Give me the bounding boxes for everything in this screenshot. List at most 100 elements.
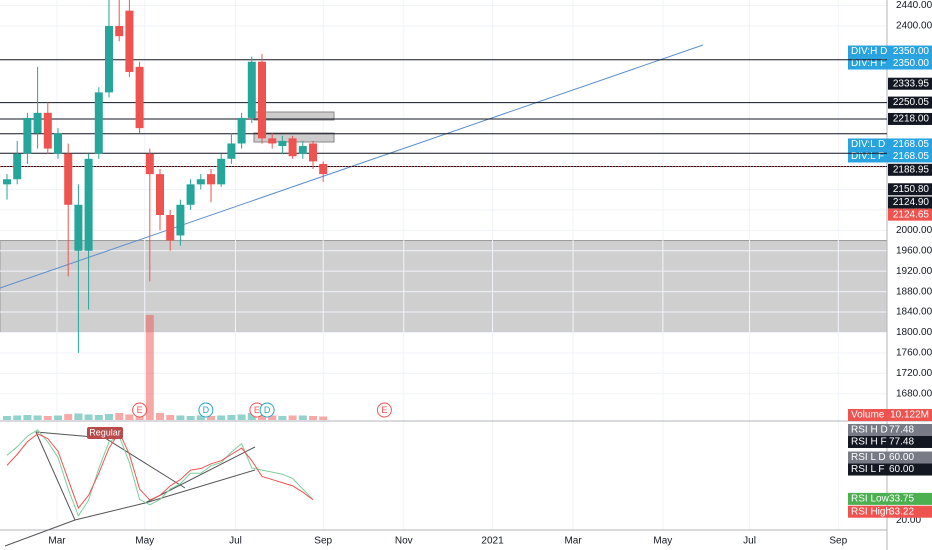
event-marker	[259, 402, 275, 418]
candle-body	[105, 25, 113, 93]
volume-bar	[247, 413, 256, 420]
y-tick-label: 1880.00	[896, 286, 932, 297]
volume-bar	[268, 415, 277, 420]
volume-bar	[74, 413, 83, 420]
price-tag	[888, 77, 932, 90]
candle-body	[125, 10, 134, 72]
event-label: D	[203, 405, 210, 415]
rsi-tag	[848, 492, 932, 505]
tag-name: RSI H F	[851, 437, 887, 448]
y-tick-label: 1960.00	[896, 245, 932, 256]
tag-value: 33.75	[889, 494, 914, 505]
tag-name: RSI L D	[851, 452, 886, 463]
candle-body	[278, 140, 287, 147]
y-tick-label: 1720.00	[896, 368, 932, 379]
event-marker	[198, 402, 214, 418]
tag-name: DIV:H D	[851, 46, 887, 57]
candle-body	[33, 112, 42, 134]
rsi-tick-label: 20.00	[896, 515, 921, 526]
candle-body	[319, 163, 328, 175]
y-tick-label: 1840.00	[896, 307, 932, 318]
candle-body	[227, 143, 236, 159]
volume-bar	[125, 414, 134, 420]
volume-bar	[105, 414, 113, 420]
candle-body	[247, 61, 256, 118]
y-tick-label: 1800.00	[896, 327, 932, 338]
annotation-box	[87, 427, 123, 439]
candle-body	[135, 66, 144, 129]
annotation: Regular	[89, 427, 121, 437]
divergence	[35, 431, 76, 521]
candle-body	[237, 117, 246, 144]
candle-body	[23, 117, 32, 154]
tag-value: 10.122M	[890, 410, 929, 421]
candle-body	[196, 179, 205, 185]
grid	[0, 0, 888, 530]
x-tick-label: Jul	[743, 536, 756, 547]
x-tick-label: Sep	[829, 536, 847, 547]
candle-body	[186, 184, 195, 205]
candle-body	[268, 138, 277, 144]
tag-value: 2350.00	[893, 46, 930, 57]
tag-value: 77.48	[889, 437, 914, 448]
x-tick-label: May	[135, 536, 154, 547]
tag-value: 33.22	[889, 506, 914, 517]
tag-name: RSI Low	[851, 494, 890, 505]
volume-bar	[319, 416, 328, 420]
event-label: E	[254, 405, 260, 415]
tag-value: 2124.65	[893, 209, 930, 220]
volume-bar	[23, 415, 32, 420]
tag-name: DIV:L D	[851, 139, 885, 150]
tag-name: Volume	[851, 410, 885, 421]
tag-value: 2168.05	[893, 151, 930, 162]
y-tick-label: 1760.00	[896, 348, 932, 359]
x-tick-label: 2021	[481, 536, 504, 547]
volume-bar	[84, 414, 93, 420]
tag-name: DIV:H F	[851, 58, 886, 69]
candle-body	[288, 138, 297, 157]
tag-value: 77.48	[889, 425, 914, 436]
tag-value: 2250.05	[893, 97, 930, 108]
candle-body	[13, 153, 22, 180]
price-tag	[848, 57, 932, 70]
price-tag	[888, 208, 932, 221]
tag-name: RSI H D	[851, 425, 888, 436]
candle-body	[166, 214, 175, 241]
price-tag	[888, 96, 932, 109]
volume-tag	[848, 409, 932, 421]
rsi-tag	[848, 463, 932, 476]
candle-body	[298, 146, 307, 154]
candle-body	[54, 133, 62, 154]
volume-bar	[94, 415, 103, 420]
tag-value: 2333.95	[893, 78, 930, 89]
volume-bar	[207, 416, 215, 420]
tag-name: DIV:L F	[851, 151, 884, 162]
tag-value: 2218.00	[893, 114, 930, 125]
candle-body	[145, 153, 154, 175]
volume-bar	[186, 416, 195, 420]
tag-name: RSI L F	[851, 464, 885, 475]
candle-body	[156, 174, 164, 215]
y-tick-label: 2400.00	[896, 21, 932, 32]
volume-bar	[33, 415, 42, 420]
y-tick-label: 1920.00	[896, 266, 932, 277]
volume-bar	[176, 415, 185, 420]
volume-bar	[54, 415, 62, 420]
volume-bar	[135, 415, 144, 420]
x-tick-label: May	[653, 536, 672, 547]
y-tick-label: 1680.00	[896, 388, 932, 399]
rsi-tag	[848, 435, 932, 448]
event-marker	[376, 402, 392, 418]
tag-value: 2150.80	[893, 184, 930, 195]
candle-body	[74, 204, 83, 251]
candle-body	[176, 204, 185, 236]
volume-bar	[3, 416, 11, 420]
divergence	[144, 469, 256, 504]
tag-value: 2124.90	[893, 197, 930, 208]
candle-body	[3, 179, 11, 185]
price-tag	[888, 112, 932, 125]
rsi-tag	[848, 505, 932, 518]
volume-bar	[309, 416, 317, 420]
